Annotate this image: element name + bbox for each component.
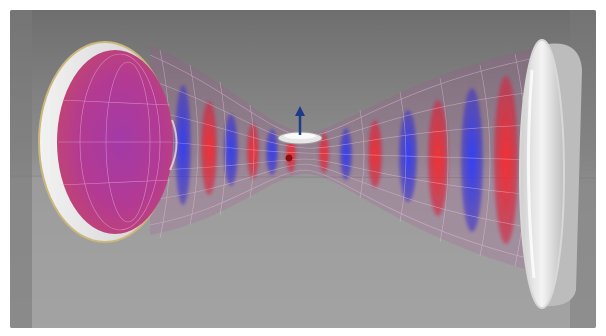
particle-marker (285, 154, 293, 162)
right-mirror-face (519, 39, 565, 309)
left-wall (10, 10, 32, 328)
fringe-red-6 (428, 100, 448, 216)
right-mirror (519, 39, 582, 309)
axis-arrow-head (295, 106, 305, 116)
beam-grid (149, 49, 536, 267)
fringe-red-5 (368, 120, 382, 188)
cavity-scene (10, 10, 596, 328)
fringe-red-2 (247, 123, 259, 179)
scene-svg (10, 10, 596, 328)
fringe-red-1 (201, 101, 217, 195)
fringe-red-7 (494, 76, 518, 244)
left-mirror (38, 41, 178, 243)
fringe-red-4 (319, 133, 329, 173)
trapped-particle (277, 106, 323, 162)
fringe-blue-3 (266, 129, 278, 175)
fringe-blue-1 (175, 85, 191, 205)
fringe-blue-6 (461, 88, 483, 232)
